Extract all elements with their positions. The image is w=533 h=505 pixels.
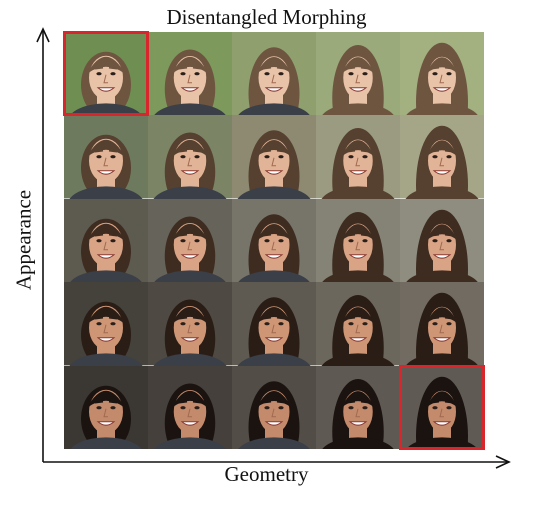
face-image	[148, 32, 232, 116]
figure-title: Disentangled Morphing	[166, 5, 367, 29]
face-image	[316, 32, 400, 116]
face-image	[232, 282, 316, 366]
face-image	[400, 198, 484, 283]
face-image	[316, 115, 400, 199]
face-image	[400, 282, 484, 366]
face-image	[232, 32, 316, 116]
face-image	[316, 365, 400, 449]
face-image	[400, 365, 484, 449]
face-image	[400, 32, 484, 116]
face-image	[232, 198, 316, 283]
face-image	[148, 115, 232, 199]
face-image	[64, 115, 148, 199]
y-axis-arrowhead	[36, 27, 50, 43]
face-image	[64, 32, 148, 116]
face-image	[64, 198, 148, 283]
face-image	[64, 365, 148, 449]
y-axis-label: Appearance	[11, 189, 36, 291]
morph-grid	[63, 31, 485, 450]
face-image	[316, 198, 400, 283]
face-image	[232, 115, 316, 199]
face-image	[316, 282, 400, 366]
face-image	[232, 365, 316, 449]
face-image	[148, 365, 232, 449]
face-image	[148, 282, 232, 366]
face-image	[148, 198, 232, 283]
x-axis-arrowhead	[495, 455, 511, 469]
face-image	[64, 282, 148, 366]
face-image	[400, 115, 484, 199]
x-axis-label: Geometry	[224, 462, 309, 486]
